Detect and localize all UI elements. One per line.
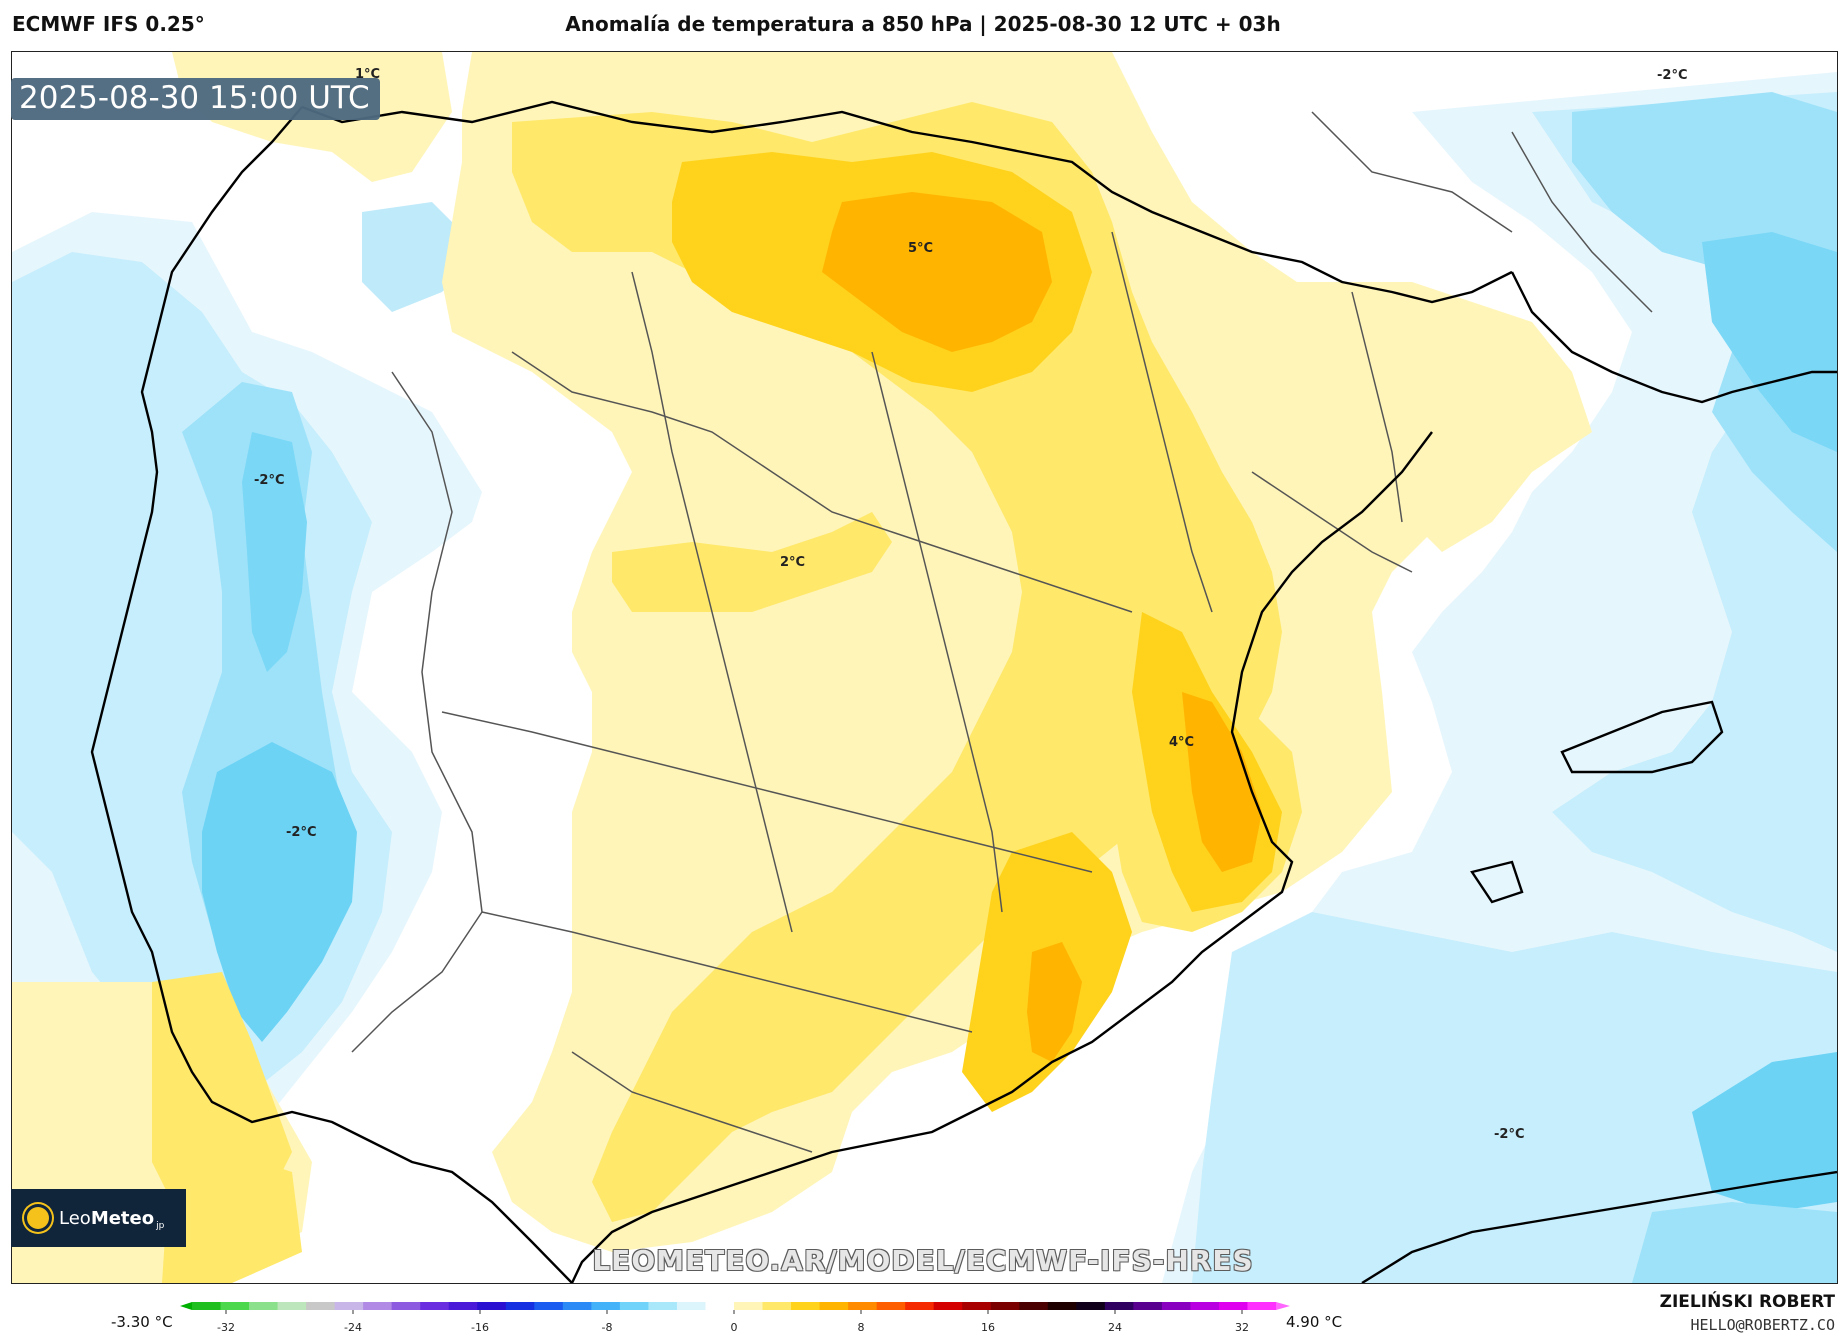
colorbar-segment — [962, 1302, 992, 1310]
sun-icon — [27, 1207, 49, 1229]
colorbar-segment — [448, 1302, 478, 1310]
map-area: 1°C -2°C 5°C -2°C 2°C 4°C -2°C -2°C — [11, 51, 1838, 1284]
label-minus2c-portugal-south: -2°C — [286, 825, 316, 840]
valid-time-badge: 2025-08-30 15:00 UTC — [11, 78, 380, 120]
label-minus2c-mediterranean: -2°C — [1494, 1127, 1524, 1142]
colorbar-segment — [1190, 1302, 1220, 1310]
colorbar-tick-label: 24 — [1108, 1321, 1122, 1334]
colorbar-segment — [306, 1302, 336, 1310]
colorbar-segment — [534, 1302, 564, 1310]
colorbar-segment — [1019, 1302, 1049, 1310]
colorbar-segment — [791, 1302, 821, 1310]
colorbar-segment — [648, 1302, 678, 1310]
colorbar-segment — [876, 1302, 906, 1310]
colorbar-ticks: -32 -24 -16 -8 0 8 16 24 32 — [217, 1310, 1249, 1334]
author-name: ZIELIŃSKI ROBERT — [1659, 1292, 1835, 1312]
map-title: Anomalía de temperatura a 850 hPa | 2025… — [565, 12, 1281, 36]
colorbar: -32 -24 -16 -8 0 8 16 24 32 — [180, 1302, 1290, 1334]
model-name: ECMWF IFS 0.25° — [12, 12, 205, 36]
colorbar-segments — [192, 1302, 1277, 1310]
colorbar-segment — [334, 1302, 364, 1310]
colorbar-segment — [676, 1302, 706, 1310]
label-4c-east: 4°C — [1169, 735, 1194, 750]
colorbar-segment — [1104, 1302, 1134, 1310]
label-5c-north: 5°C — [908, 241, 933, 256]
colorbar-segment — [762, 1302, 792, 1310]
logo-text-suffix: jp — [156, 1221, 165, 1231]
colorbar-segment — [192, 1302, 222, 1310]
colorbar-segment — [363, 1302, 393, 1310]
colorbar-tick-label: -16 — [471, 1321, 489, 1334]
colorbar-segment — [933, 1302, 963, 1310]
colorbar-tick-label: -32 — [217, 1321, 235, 1334]
colorbar-segment — [1133, 1302, 1163, 1310]
author-email: HELLO@ROBERTZ.CO — [1690, 1316, 1836, 1334]
colorbar-tick-label: -24 — [344, 1321, 362, 1334]
colorbar-max-label: 4.90 °C — [1286, 1313, 1343, 1331]
colorbar-segment — [705, 1302, 735, 1310]
colorbar-segment — [249, 1302, 279, 1310]
colorbar-min-arrow — [180, 1302, 192, 1310]
colorbar-segment — [734, 1302, 764, 1310]
label-2c-central: 2°C — [780, 555, 805, 570]
colorbar-tick-label: 0 — [731, 1321, 738, 1334]
colorbar-max-arrow — [1276, 1302, 1290, 1310]
colorbar-segment — [1218, 1302, 1248, 1310]
leometeo-logo[interactable]: Leo Meteo jp — [11, 1189, 186, 1247]
label-minus2c-portugal-north: -2°C — [254, 473, 284, 488]
colorbar-segment — [420, 1302, 450, 1310]
model-url-watermark: LEOMETEO.AR/MODEL/ECMWF-IFS-HRES — [592, 1244, 1254, 1277]
colorbar-segment — [220, 1302, 250, 1310]
colorbar-min-label: -3.30 °C — [111, 1313, 173, 1331]
colorbar-segment — [591, 1302, 621, 1310]
label-minus2c-northeast: -2°C — [1657, 68, 1687, 83]
colorbar-segment — [562, 1302, 592, 1310]
logo-text-meteo: Meteo — [90, 1207, 155, 1229]
colorbar-segment — [391, 1302, 421, 1310]
colorbar-segment — [905, 1302, 935, 1310]
colorbar-segment — [1161, 1302, 1191, 1310]
region-boundaries — [351, 111, 1653, 1153]
logo-text-leo: Leo — [59, 1207, 91, 1229]
colorbar-segment — [1047, 1302, 1077, 1310]
colorbar-segment — [1076, 1302, 1106, 1310]
contour-labels: 1°C -2°C 5°C -2°C 2°C 4°C -2°C -2°C — [254, 67, 1687, 1142]
colorbar-segment — [277, 1302, 307, 1310]
colorbar-tick-label: 16 — [981, 1321, 995, 1334]
colorbar-segment — [819, 1302, 849, 1310]
colorbar-tick-label: 8 — [858, 1321, 865, 1334]
colorbar-segment — [1247, 1302, 1277, 1310]
colorbar-segment — [505, 1302, 535, 1310]
colorbar-segment — [990, 1302, 1020, 1310]
colorbar-tick-label: -8 — [602, 1321, 613, 1334]
coastline-and-borders — [90, 100, 1837, 1283]
temperature-anomaly-map: 1°C -2°C 5°C -2°C 2°C 4°C -2°C -2°C — [12, 52, 1837, 1283]
colorbar-tick-label: 32 — [1235, 1321, 1249, 1334]
colorbar-segment — [477, 1302, 507, 1310]
colorbar-segment — [619, 1302, 649, 1310]
colorbar-segment — [848, 1302, 878, 1310]
